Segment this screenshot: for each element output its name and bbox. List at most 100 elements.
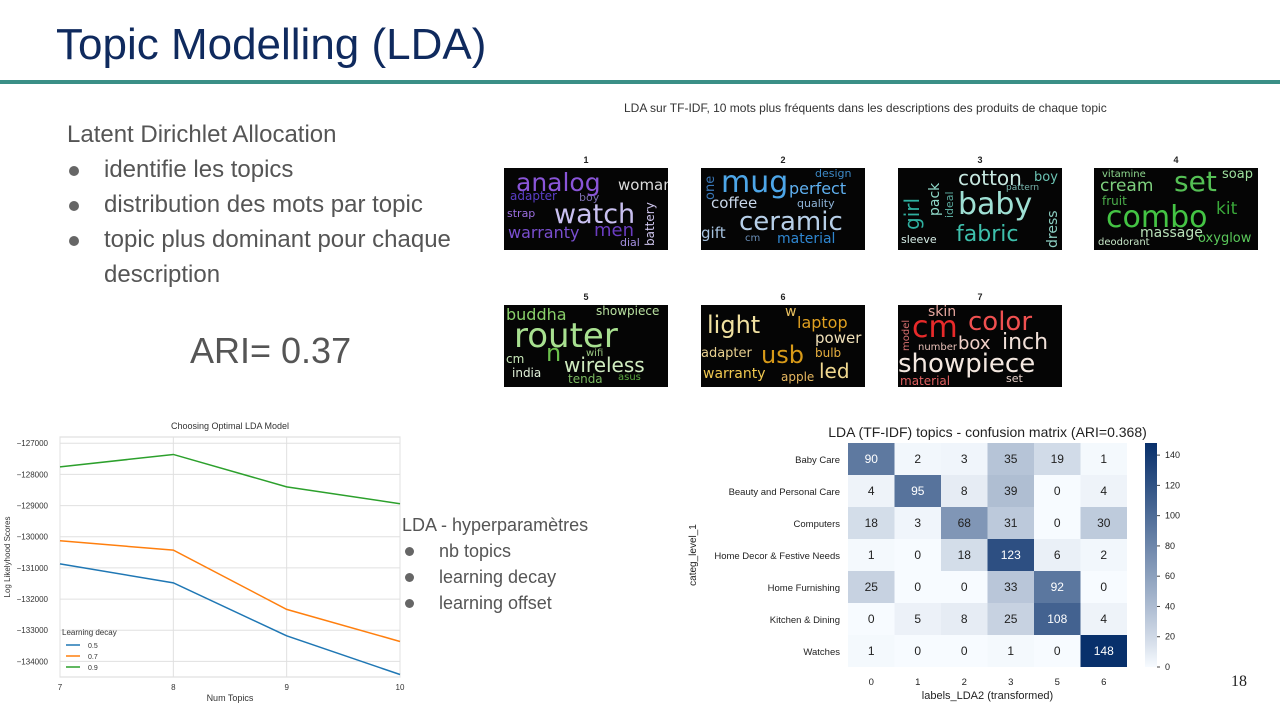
series-line-0.5 (59, 563, 401, 676)
wordcloud-word: ideal (943, 191, 956, 218)
wordcloud-word: coffee (711, 194, 758, 212)
wordcloud-word: boy (1034, 170, 1058, 185)
cell-value: 0 (1054, 516, 1061, 530)
wordcloud-word: kit (1216, 199, 1238, 219)
y-tick-label: −134000 (17, 657, 49, 666)
heatmap-cell (848, 443, 895, 475)
cell-value: 6 (1054, 548, 1061, 562)
wordcloud-caption: LDA sur TF-IDF, 10 mots plus fréquents d… (624, 101, 1107, 115)
wordcloud-word: router (514, 316, 618, 356)
heatmap-cell (1080, 635, 1127, 667)
lda-line-chart: −127000 −128000 −129000 −130000 −131000 −1320… (3, 421, 405, 703)
wordcloud-word: set (1174, 168, 1217, 198)
y-tick-label: −130000 (17, 533, 49, 542)
heatmap-cell (941, 635, 988, 667)
heatmap-cell (1034, 635, 1081, 667)
cell-value: 1 (868, 644, 875, 658)
cell-value: 1 (1007, 644, 1014, 658)
wordcloud-word: mug (721, 168, 789, 200)
plot-area (59, 436, 401, 678)
heatmap-cell (941, 571, 988, 603)
heatmap-cell (987, 603, 1034, 635)
wordcloud-word: showpiece (596, 305, 660, 318)
cell-value: 33 (1004, 580, 1018, 594)
heatmap-cell (1034, 443, 1081, 475)
heatmap-cell (894, 603, 941, 635)
cell-value: 4 (1100, 612, 1107, 626)
heatmap-cell (1034, 603, 1081, 635)
lda-bullet: identifie les topics (67, 152, 487, 187)
heatmap-cell (941, 507, 988, 539)
heatmap-title: LDA (TF-IDF) topics - confusion matrix (… (828, 424, 1147, 440)
x-tick-label: 8 (171, 683, 176, 692)
wordcloud-word: battery (643, 202, 657, 246)
wordcloud-word: massage (1140, 225, 1203, 241)
wordcloud-word: sleeve (901, 233, 937, 246)
row-label: Beauty and Personal Care (729, 487, 840, 498)
cell-value: 18 (958, 548, 972, 562)
wordcloud-word: cm (912, 310, 958, 345)
wordcloud-word: adapter (510, 189, 557, 203)
heatmap-cell (987, 443, 1034, 475)
series-line-0.7 (59, 540, 401, 643)
y-tick-label: −133000 (17, 626, 49, 635)
heatmap-cell (1080, 539, 1127, 571)
y-tick-label: −128000 (17, 470, 49, 479)
lda-bullet: topic plus dominant pour chaque descript… (67, 222, 487, 292)
hyperparams-block: LDA - hyperparamètres nb topics learning… (402, 512, 588, 616)
wordcloud-word: wifi (586, 348, 604, 359)
legend-title: Learning decay (62, 628, 117, 637)
chart-title: Choosing Optimal LDA Model (171, 421, 289, 431)
column-label: 3 (1008, 677, 1013, 688)
wordcloud-word: girl (900, 197, 924, 230)
heatmap-cell (848, 603, 895, 635)
cell-value: 95 (911, 484, 925, 498)
cell-value: 3 (914, 516, 921, 530)
wordcloud-word: pack (927, 182, 943, 216)
cell-value: 1 (1100, 452, 1107, 466)
wordcloud-word: asus (618, 372, 641, 383)
wordcloud-word: warranty (508, 223, 580, 242)
lda-intro: Latent Dirichlet Allocation identifie le… (67, 117, 487, 292)
heatmap-cell (987, 539, 1034, 571)
wordcloud-word: boy (579, 191, 600, 204)
wordcloud-word: watch (554, 199, 636, 230)
lda-bullet-list: identifie les topics distribution des mo… (67, 152, 487, 292)
wordcloud-word: wireless (564, 353, 645, 377)
cell-value: 2 (914, 452, 921, 466)
cell-value: 0 (961, 644, 968, 658)
slide-title: Topic Modelling (LDA) (56, 20, 487, 69)
heatmap-cell (894, 443, 941, 475)
heatmap-cell (1080, 571, 1127, 603)
heatmap-cell (848, 635, 895, 667)
cell-value: 2 (1100, 548, 1107, 562)
x-tick-label: 7 (58, 683, 63, 692)
wordcloud-word: color (968, 307, 1033, 337)
wordcloud-word: w (785, 305, 797, 320)
wordcloud-label: 4 (1173, 155, 1179, 165)
cell-value: 0 (914, 580, 921, 594)
colorbar-tick-label: 80 (1165, 541, 1175, 551)
wordcloud-word: fruit (1102, 194, 1127, 208)
wordcloud-word: light (707, 311, 761, 339)
heatmap-cell (1080, 443, 1127, 475)
hyperparams-list: nb topics learning decay learning offset (402, 538, 588, 616)
wordcloud-word: inch (1002, 330, 1049, 355)
wordcloud-word: skin (928, 305, 957, 320)
wordcloud-label: 2 (780, 155, 786, 165)
wordcloud-word: fabric (956, 222, 1019, 247)
wordcloud-label: 3 (977, 155, 983, 165)
heatmap-cell (894, 475, 941, 507)
hyperparam-item: learning decay (402, 564, 588, 590)
heatmap-cell (987, 507, 1034, 539)
colorbar-tick-label: 40 (1165, 601, 1175, 611)
column-label: 5 (1055, 677, 1060, 688)
column-label: 2 (962, 677, 967, 688)
lda-heading: Latent Dirichlet Allocation (67, 121, 337, 148)
wordcloud-topic-2: design mug perfect one coffee quality ce… (701, 168, 865, 250)
heatmap-cell (848, 539, 895, 571)
wordcloud-word: power (815, 329, 862, 347)
cell-value: 0 (1054, 644, 1061, 658)
wordcloud-word: ceramic (739, 207, 843, 237)
hyperparams-heading: LDA - hyperparamètres (402, 515, 589, 535)
